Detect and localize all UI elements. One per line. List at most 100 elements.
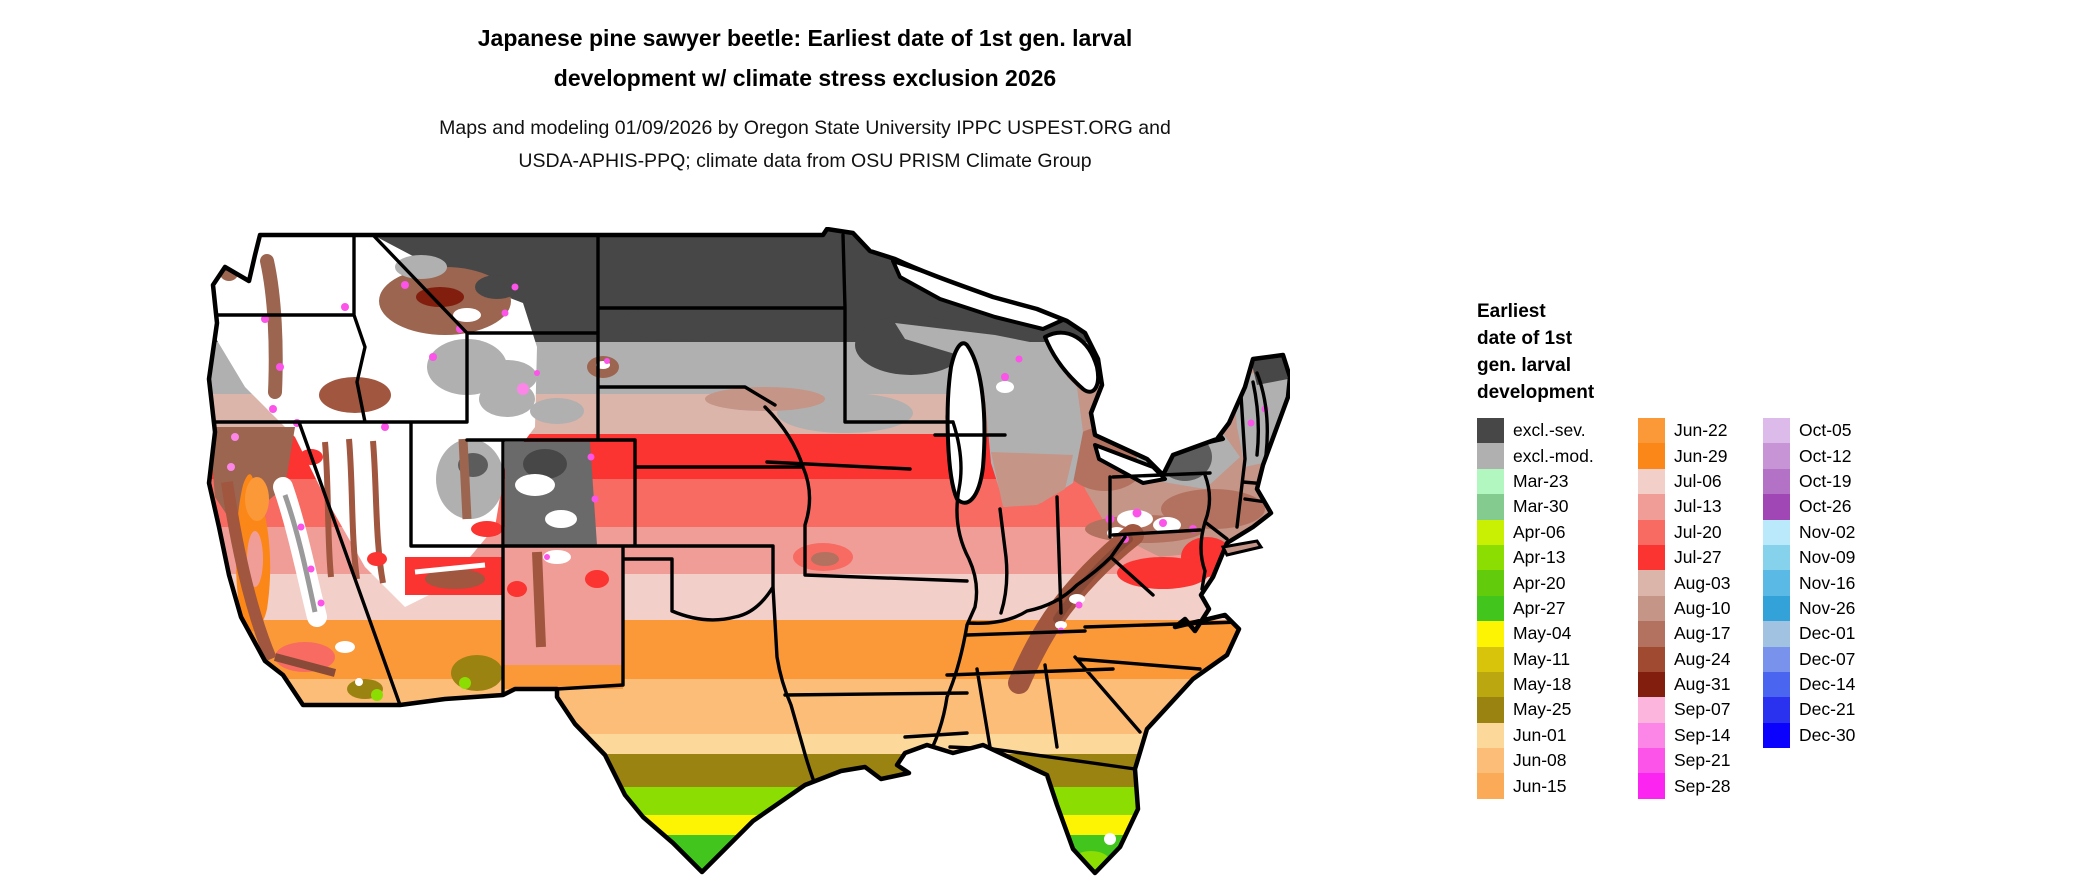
legend-entry: excl.-mod.	[1477, 443, 1594, 469]
legend-color-swatch	[1763, 519, 1790, 545]
legend-entry: Apr-27	[1477, 595, 1594, 622]
legend-entry-label: Apr-27	[1513, 597, 1566, 618]
map-legend: Earliest date of 1st gen. larval develop…	[1477, 298, 1947, 808]
legend-title-line-3: gen. larval	[1477, 355, 1571, 376]
legend-entry: Jul-13	[1638, 494, 1730, 520]
lake-huron	[1043, 330, 1100, 394]
legend-entry: Sep-21	[1638, 748, 1731, 774]
legend-entry: Oct-19	[1763, 468, 1855, 495]
legend-entry-label: Aug-10	[1674, 597, 1731, 618]
legend-entry-label: Nov-16	[1799, 572, 1856, 593]
legend-entry-label: excl.-mod.	[1513, 445, 1594, 466]
legend-entry: Dec-01	[1763, 621, 1856, 647]
legend-entry-label: Sep-07	[1674, 699, 1731, 720]
legend-entry-label: Mar-23	[1513, 470, 1569, 491]
legend-color-swatch	[1763, 722, 1790, 749]
legend-entry: Dec-07	[1763, 646, 1856, 672]
legend-entry-label: Sep-14	[1674, 724, 1731, 745]
us-map	[205, 227, 1290, 890]
legend-entry-label: Apr-20	[1513, 572, 1566, 593]
legend-entry-label: Jun-08	[1513, 750, 1567, 771]
map-michigan-region	[895, 323, 1083, 507]
map-header: Japanese pine sawyer beetle: Earliest da…	[230, 18, 1380, 178]
legend-entry-label: Oct-26	[1799, 496, 1852, 517]
legend-entry-label: Jun-01	[1513, 724, 1567, 745]
legend-entry: Jul-06	[1638, 468, 1730, 495]
legend-color-swatch	[1638, 748, 1665, 774]
subtitle-line-1: Maps and modeling 01/09/2026 by Oregon S…	[439, 117, 1171, 139]
legend-entry: Dec-30	[1763, 722, 1856, 749]
legend-entry-label: Jul-27	[1674, 547, 1722, 568]
legend-entry-label: Dec-01	[1799, 623, 1856, 644]
legend-entry: Oct-26	[1763, 494, 1855, 520]
legend-color-swatch	[1638, 773, 1665, 799]
legend-color-swatch	[1638, 646, 1665, 672]
legend-color-swatch	[1763, 443, 1790, 469]
legend-color-swatch	[1763, 418, 1790, 444]
legend-entry: Jul-20	[1638, 519, 1730, 545]
legend-color-swatch	[1477, 748, 1504, 774]
legend-entry: Apr-06	[1477, 519, 1594, 545]
legend-entry-label: Dec-21	[1799, 699, 1856, 720]
legend-entry: Jul-27	[1638, 544, 1730, 571]
legend-color-swatch	[1638, 443, 1665, 469]
legend-color-swatch	[1477, 494, 1504, 520]
legend-color-swatch	[1477, 418, 1504, 444]
legend-color-swatch	[1477, 468, 1504, 495]
legend-entry: Jun-29	[1638, 443, 1730, 469]
legend-entry-label: Jul-13	[1674, 496, 1722, 517]
legend-entry-label: Dec-30	[1799, 724, 1856, 745]
legend-color-swatch	[1477, 519, 1504, 545]
legend-title: Earliest date of 1st gen. larval develop…	[1477, 298, 1947, 406]
legend-color-swatch	[1638, 519, 1665, 545]
legend-entry-label: Nov-02	[1799, 521, 1856, 542]
legend-entry-label: May-25	[1513, 699, 1572, 720]
legend-color-swatch	[1477, 722, 1504, 749]
legend-entry-label: Dec-07	[1799, 648, 1856, 669]
legend-entry: Sep-28	[1638, 773, 1730, 799]
legend-color-swatch	[1638, 697, 1665, 723]
legend-entry: May-25	[1477, 697, 1594, 723]
legend-title-line-1: Earliest	[1477, 301, 1546, 322]
legend-entry: Nov-26	[1763, 595, 1856, 622]
legend-entry: Nov-02	[1763, 519, 1856, 545]
legend-color-swatch	[1763, 544, 1790, 571]
legend-color-swatch	[1638, 621, 1665, 647]
legend-entry-label: Jun-15	[1513, 775, 1567, 796]
legend-entry-label: Sep-21	[1674, 750, 1731, 771]
legend-entry: Dec-14	[1763, 671, 1855, 698]
legend-entry-label: Oct-19	[1799, 470, 1852, 491]
legend-color-swatch	[1477, 671, 1504, 698]
legend-entry: Jun-01	[1477, 722, 1594, 749]
legend-entry-label: Aug-24	[1674, 648, 1731, 669]
legend-entry: May-04	[1477, 621, 1594, 647]
legend-entry: Oct-05	[1763, 418, 1855, 444]
legend-color-swatch	[1477, 697, 1504, 723]
legend-color-swatch	[1638, 595, 1665, 622]
us-outline	[206, 227, 1290, 876]
legend-entry: Aug-17	[1638, 621, 1731, 647]
legend-entry-label: Nov-26	[1799, 597, 1856, 618]
legend-color-swatch	[1763, 570, 1790, 596]
legend-entry-label: May-11	[1513, 648, 1571, 669]
legend-entry-label: Aug-17	[1674, 623, 1731, 644]
legend-entry-label: Oct-05	[1799, 420, 1852, 441]
legend-color-swatch	[1638, 494, 1665, 520]
legend-entry-label: Jun-29	[1674, 445, 1728, 466]
legend-entry-label: Jul-20	[1674, 521, 1722, 542]
legend-entry-label: Mar-30	[1513, 496, 1569, 517]
legend-color-swatch	[1477, 443, 1504, 469]
legend-color-swatch	[1477, 773, 1504, 799]
attribution-subtitle: Maps and modeling 01/09/2026 by Oregon S…	[230, 112, 1380, 178]
legend-column-3: Oct-05 Oct-12 Oct-19 Oct-26 Nov-02 Nov-09 Nov-…	[1763, 418, 1856, 749]
legend-color-swatch	[1477, 570, 1504, 596]
long-island	[1220, 539, 1264, 557]
legend-entry: excl.-sev.	[1477, 418, 1594, 444]
legend-color-swatch	[1477, 595, 1504, 622]
legend-entry-label: May-04	[1513, 623, 1572, 644]
legend-entry: Oct-12	[1763, 443, 1855, 469]
page-title-line-2: development w/ climate stress exclusion …	[553, 65, 1057, 91]
legend-color-swatch	[1763, 671, 1790, 698]
legend-title-line-4: development	[1477, 382, 1595, 403]
subtitle-line-2: USDA-APHIS-PPQ; climate data from OSU PR…	[518, 150, 1092, 172]
